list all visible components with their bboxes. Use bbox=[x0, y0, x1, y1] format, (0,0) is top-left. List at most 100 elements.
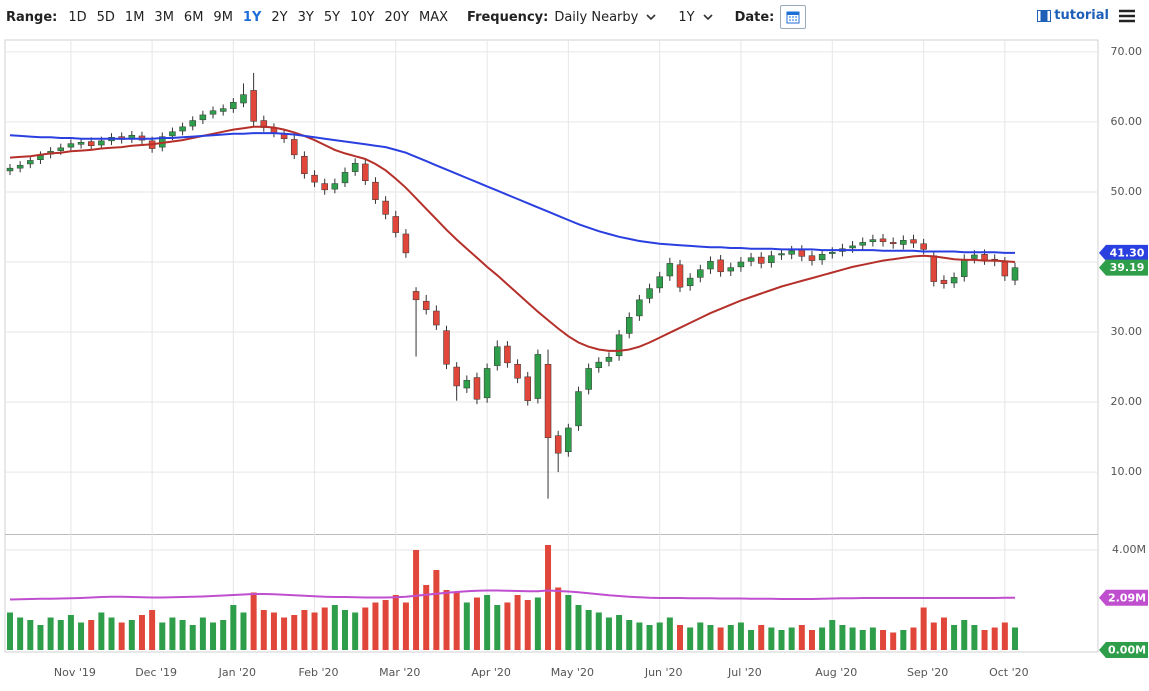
x-tick-label: Jul '20 bbox=[727, 666, 762, 679]
y-tick-label: 50.00 bbox=[1111, 185, 1143, 198]
range-button[interactable]: 5Y bbox=[323, 9, 341, 25]
candle-body bbox=[240, 94, 247, 104]
volume-bar bbox=[220, 620, 227, 650]
x-tick-label: Feb '20 bbox=[299, 666, 339, 679]
volume-bar bbox=[981, 630, 988, 650]
volume-bar bbox=[524, 600, 531, 650]
volume-bar bbox=[291, 615, 298, 650]
candle-body bbox=[37, 155, 44, 160]
range-button[interactable]: 9M bbox=[213, 9, 233, 25]
volume-bar bbox=[697, 622, 704, 650]
range-button[interactable]: 2Y bbox=[271, 9, 288, 25]
tutorial-link[interactable]: tutorial bbox=[1037, 8, 1109, 23]
volume-bar bbox=[463, 602, 470, 650]
candle-body bbox=[808, 255, 816, 261]
candle-body bbox=[950, 277, 958, 284]
volume-bar bbox=[230, 605, 237, 650]
chevron bbox=[646, 14, 656, 21]
candle-body bbox=[818, 254, 826, 261]
candle-body bbox=[57, 147, 65, 151]
volume-bar bbox=[930, 622, 937, 650]
volume-bar bbox=[473, 597, 480, 650]
volume-bar bbox=[585, 610, 592, 650]
last-value-tag: 41.30 bbox=[1099, 244, 1148, 261]
candle-body bbox=[1001, 261, 1009, 277]
candle-body bbox=[87, 141, 95, 146]
volume-bar bbox=[37, 625, 44, 650]
candle-body bbox=[321, 183, 328, 191]
volume-bar bbox=[382, 600, 389, 650]
candle-body bbox=[27, 160, 34, 165]
volume-bar bbox=[17, 617, 24, 650]
range-button[interactable]: 1D bbox=[68, 9, 87, 25]
candle-body bbox=[544, 363, 552, 439]
volume-bar bbox=[1001, 622, 1008, 650]
volume-bar bbox=[677, 625, 683, 650]
candle-body bbox=[189, 120, 196, 127]
volume-bar bbox=[311, 612, 318, 650]
volume-bar bbox=[910, 627, 917, 650]
date-picker[interactable] bbox=[780, 5, 807, 29]
menu-icon[interactable] bbox=[1119, 9, 1135, 23]
volume-bar bbox=[748, 630, 755, 650]
volume-bar bbox=[666, 617, 673, 650]
y-tick-label: 10.00 bbox=[1111, 465, 1143, 478]
range-button[interactable]: 20Y bbox=[384, 9, 410, 25]
candle-body bbox=[960, 258, 968, 277]
candle-body bbox=[920, 243, 927, 250]
range-button[interactable]: 3Y bbox=[297, 9, 314, 25]
volume-bar bbox=[392, 595, 399, 650]
volume-bar bbox=[7, 612, 13, 650]
candle-body bbox=[575, 391, 582, 427]
range-buttons: 1D 5D 1M 3M 6M 9M 1Y 2Y 3Y 5Y 10Y 20Y MAX bbox=[63, 10, 453, 25]
range-button[interactable]: 10Y bbox=[350, 9, 375, 25]
candle-body bbox=[971, 254, 978, 259]
y-tick-label: 20.00 bbox=[1111, 395, 1143, 408]
candle-body bbox=[615, 334, 623, 357]
volume-bar bbox=[67, 615, 74, 650]
grid bbox=[5, 40, 1098, 652]
volume-bar bbox=[128, 620, 135, 650]
range-button[interactable]: 1Y bbox=[242, 9, 262, 25]
candle-body bbox=[250, 90, 257, 122]
volume-bar bbox=[47, 617, 54, 650]
candle-body bbox=[666, 263, 674, 277]
candle-body bbox=[940, 279, 948, 284]
volume-bar bbox=[616, 615, 623, 650]
candle-body bbox=[1011, 267, 1019, 281]
volume-bar bbox=[189, 625, 196, 650]
candle-body bbox=[707, 261, 714, 270]
range-button[interactable]: 3M bbox=[154, 9, 174, 25]
candle-body bbox=[981, 254, 988, 261]
period-value: 1Y bbox=[678, 9, 695, 25]
candle-body bbox=[788, 250, 795, 255]
volume-bar bbox=[534, 597, 541, 650]
candle-body bbox=[382, 200, 389, 215]
range-button[interactable]: 5D bbox=[96, 9, 115, 25]
range-button[interactable]: MAX bbox=[419, 9, 449, 25]
volume-bar bbox=[98, 612, 105, 650]
y-tick-label: 70.00 bbox=[1111, 45, 1143, 58]
candle-body bbox=[869, 239, 877, 242]
candle-body bbox=[605, 356, 613, 362]
volume-bar bbox=[149, 610, 156, 650]
volume-bar bbox=[991, 627, 998, 650]
volume-bar bbox=[138, 615, 145, 650]
x-tick-label: Jun '20 bbox=[644, 666, 683, 679]
volume-bar bbox=[514, 595, 521, 650]
candle-body bbox=[453, 366, 460, 387]
candle-body bbox=[768, 255, 775, 263]
range-button[interactable]: 1M bbox=[124, 9, 145, 25]
volume-bar bbox=[433, 570, 440, 650]
volume-bar bbox=[321, 607, 328, 650]
candle-body bbox=[209, 110, 217, 115]
candle-body bbox=[219, 108, 227, 112]
period-select[interactable]: 1Y bbox=[678, 9, 713, 25]
candle-body bbox=[717, 259, 724, 273]
range-button[interactable]: 6M bbox=[183, 9, 204, 25]
frequency-select[interactable]: Daily Nearby bbox=[554, 10, 656, 25]
volume-bar bbox=[402, 602, 409, 650]
volume-bar bbox=[78, 622, 85, 650]
candle-body bbox=[737, 261, 745, 268]
last-value-tag: 2.09M bbox=[1099, 589, 1148, 606]
